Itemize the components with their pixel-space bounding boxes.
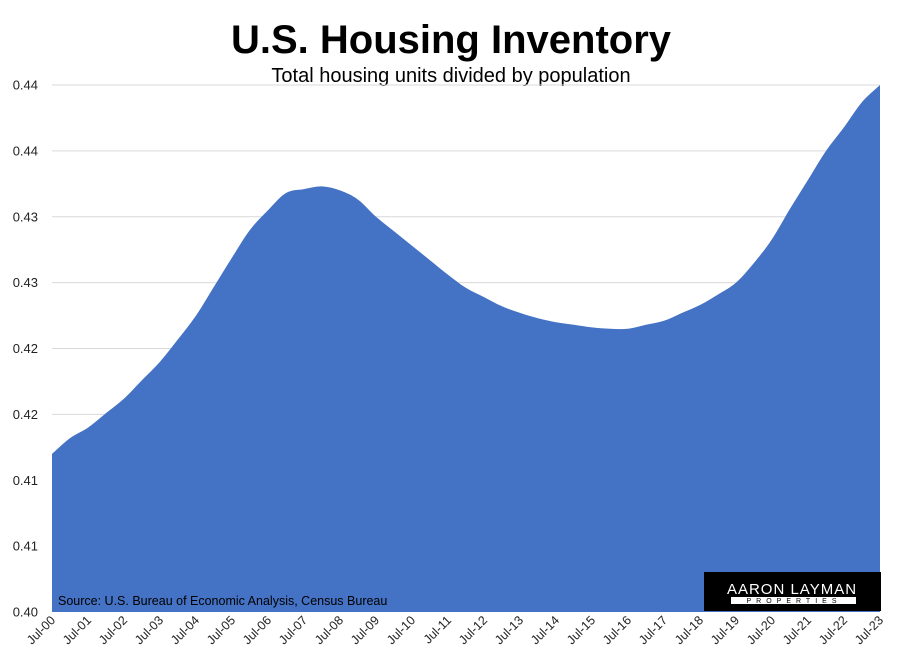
x-tick-label: Jul-07 [276,613,310,647]
x-tick-label: Jul-11 [421,613,454,646]
brand-logo: AARON LAYMAN PROPERTIES [704,572,881,611]
x-tick-label: Jul-22 [816,613,850,647]
x-tick-label: Jul-21 [780,613,814,647]
x-tick-label: Jul-16 [600,613,634,647]
x-tick-label: Jul-12 [456,613,490,647]
x-tick-label: Jul-17 [636,613,670,647]
brand-logo-name: AARON LAYMAN [727,581,857,598]
brand-logo-tagline: PROPERTIES [747,598,842,605]
y-tick-label: 0.42 [13,407,38,422]
y-tick-label: 0.43 [13,275,38,290]
x-tick-label: Jul-03 [132,613,166,647]
y-tick-label: 0.41 [13,539,38,554]
chart-title: U.S. Housing Inventory [231,18,672,62]
y-tick-label: 0.41 [13,473,38,488]
series-area [52,85,880,612]
x-tick-label: Jul-06 [240,613,274,647]
x-tick-label: Jul-18 [672,613,706,647]
y-tick-label: 0.43 [13,209,38,224]
x-tick-label: Jul-19 [708,613,742,647]
y-tick-label: 0.44 [13,78,38,93]
y-tick-label: 0.40 [13,605,38,620]
x-tick-label: Jul-13 [492,613,526,647]
chart-subtitle: Total housing units divided by populatio… [271,65,630,87]
y-tick-label: 0.42 [13,341,38,356]
x-tick-label: Jul-23 [852,613,886,647]
y-tick-label: 0.44 [13,143,38,158]
x-tick-label: Jul-02 [96,613,130,647]
x-tick-label: Jul-20 [744,613,778,647]
x-tick-label: Jul-09 [348,613,382,647]
x-tick-label: Jul-04 [168,613,202,647]
x-tick-label: Jul-05 [204,613,238,647]
y-axis: 0.40 0.41 0.41 0.42 0.42 0.43 0.43 0.44 0.44 [13,78,38,620]
x-axis: Jul-00 Jul-01 Jul-02 Jul-03 Jul-04 Jul-05 Jul-… [24,613,886,647]
x-tick-label: Jul-01 [60,613,94,647]
x-tick-label: Jul-10 [384,613,418,647]
source-note: Source: U.S. Bureau of Economic Analysis… [58,594,387,608]
x-tick-label: Jul-15 [564,613,598,647]
x-tick-label: Jul-08 [312,613,346,647]
x-tick-label: Jul-14 [528,613,562,647]
